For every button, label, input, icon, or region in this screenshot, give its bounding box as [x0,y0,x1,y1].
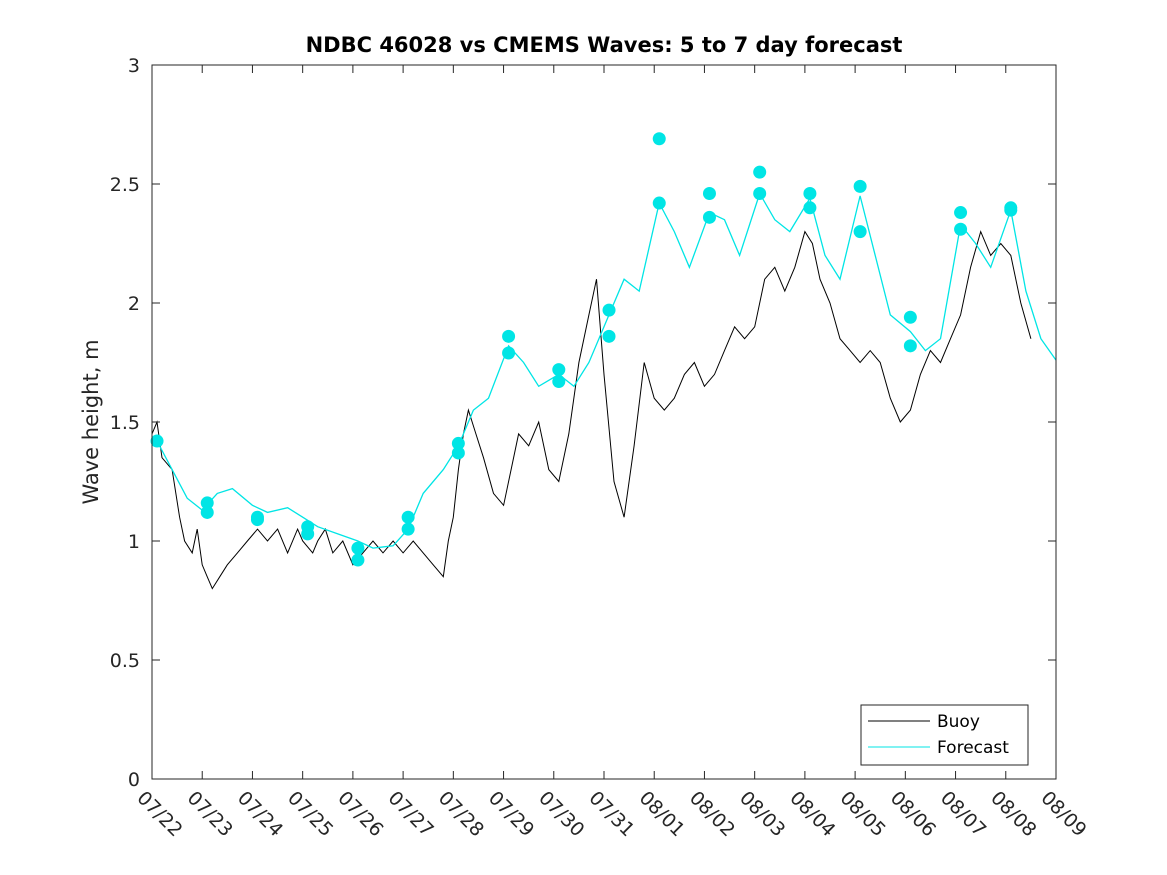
forecast-marker [250,513,264,527]
forecast-marker [602,303,616,317]
forecast-marker [652,196,666,210]
legend: Buoy Forecast [860,704,1029,766]
x-tick-label: 08/01 [635,787,689,841]
forecast-marker [853,179,867,193]
legend-box [860,704,1029,766]
forecast-marker [1004,203,1018,217]
forecast-marker [602,329,616,343]
x-tick-label: 07/25 [283,787,337,841]
y-tick-label: 2.5 [110,174,140,196]
series-line-forecast [156,191,1057,549]
forecast-marker [351,553,365,567]
x-tick-label: 08/06 [886,787,940,841]
y-axis-label: Wave height, m [79,339,103,504]
legend-label-buoy: Buoy [937,712,980,732]
forecast-marker [301,527,315,541]
x-tick-label: 07/23 [183,787,237,841]
x-tick-label: 07/29 [484,787,538,841]
forecast-marker [803,187,817,201]
series-line-buoy [151,230,1032,590]
x-tick-label: 08/09 [1036,787,1090,841]
x-tick-label: 07/26 [333,787,387,841]
forecast-marker [451,446,465,460]
x-tick-label: 08/08 [986,787,1040,841]
y-tick-label: 1.5 [110,412,140,434]
forecast-marker [451,436,465,450]
x-tick-label: 07/22 [132,787,186,841]
plot-frame [151,64,1057,780]
x-tick-label: 07/28 [434,787,488,841]
y-tick-label: 0.5 [110,650,140,672]
forecast-marker [652,132,666,146]
forecast-marker [502,346,516,360]
forecast-marker [702,210,716,224]
x-tick-label: 07/31 [584,787,638,841]
legend-label-forecast: Forecast [937,738,1009,758]
forecast-marker [200,505,214,519]
x-tick-label: 08/02 [685,787,739,841]
forecast-marker [954,206,968,220]
forecast-marker [803,201,817,215]
y-tick-label: 2 [128,293,140,315]
forecast-marker [401,510,415,524]
forecast-marker [552,363,566,377]
forecast-marker [351,541,365,555]
forecast-marker [753,165,767,179]
forecast-marker [903,339,917,353]
chart-title: NDBC 46028 vs CMEMS Waves: 5 to 7 day fo… [306,33,903,57]
forecast-marker [200,496,214,510]
x-tick-label: 08/05 [836,787,890,841]
x-tick-label: 07/30 [534,787,588,841]
y-tick-label: 1 [128,531,140,553]
forecast-marker [502,329,516,343]
forecast-marker [150,434,164,448]
x-tick-label: 08/07 [936,787,990,841]
y-tick-label: 0 [128,769,140,791]
x-tick-label: 07/27 [384,787,438,841]
forecast-marker [702,187,716,201]
x-tick-label: 08/03 [735,787,789,841]
forecast-marker [853,225,867,239]
forecast-marker [903,310,917,324]
forecast-marker [401,522,415,536]
forecast-marker [753,187,767,201]
y-tick-label: 3 [128,55,140,77]
forecast-marker [552,375,566,389]
forecast-marker [954,222,968,236]
x-tick-label: 08/04 [785,787,839,841]
x-tick-label: 07/24 [233,787,287,841]
